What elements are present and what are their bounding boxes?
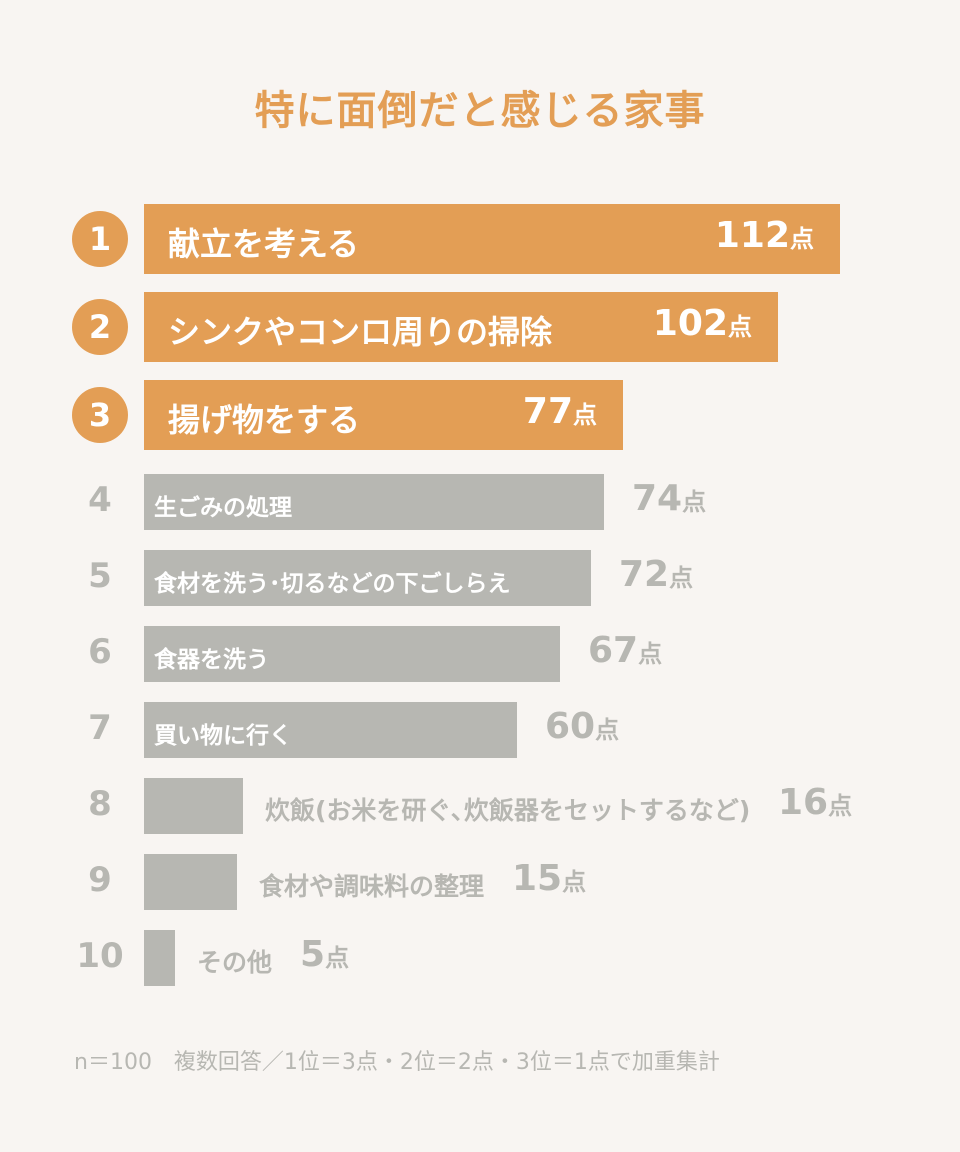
value-label: 60点	[545, 706, 619, 747]
category-label: 食材や調味料の整理	[259, 871, 485, 901]
value-number: 77	[522, 391, 573, 432]
category-label: 炊飯(お米を研ぐ､炊飯器をセットするなど)	[265, 795, 751, 825]
rank-number: 7	[88, 708, 112, 748]
bar	[144, 380, 623, 450]
value-unit: 点	[638, 640, 663, 668]
category-label: その他	[197, 947, 273, 977]
value-number: 67	[588, 630, 639, 671]
rank-number: 9	[88, 860, 112, 900]
bar	[144, 778, 243, 834]
bar	[144, 626, 560, 682]
value-label: 15点	[512, 858, 586, 899]
value-unit: 点	[669, 564, 694, 592]
rank-number: 5	[88, 556, 112, 596]
value-label: 5点	[300, 934, 349, 975]
value-label: 67点	[588, 630, 662, 671]
value-unit: 点	[728, 313, 752, 341]
bar	[144, 292, 778, 362]
value-number: 60	[545, 706, 596, 747]
value-unit: 点	[573, 401, 597, 429]
value-unit: 点	[828, 792, 853, 820]
value-number: 112	[714, 215, 790, 256]
bar	[144, 702, 517, 758]
rank-badge: 2	[72, 299, 128, 355]
value-unit: 点	[790, 225, 814, 253]
rank-number: 4	[88, 480, 112, 520]
rank-badge: 3	[72, 387, 128, 443]
rank-number: 6	[88, 632, 112, 672]
value-label: 74点	[632, 478, 706, 519]
value-number: 5	[300, 934, 326, 975]
value-label: 112点	[715, 215, 814, 256]
value-number: 74	[632, 478, 683, 519]
value-number: 16	[778, 782, 829, 823]
value-unit: 点	[562, 868, 587, 896]
bar	[144, 550, 591, 606]
category-label: 揚げ物をする	[168, 401, 361, 440]
category-label: 生ごみの処理	[154, 494, 292, 521]
value-unit: 点	[682, 488, 707, 516]
rank-badge: 1	[72, 211, 128, 267]
category-label: 買い物に行く	[154, 722, 292, 749]
value-number: 15	[512, 858, 563, 899]
value-label: 102点	[653, 303, 752, 344]
rank-number: 8	[88, 784, 112, 824]
value-unit: 点	[595, 716, 620, 744]
bar	[144, 204, 840, 274]
category-label: 食材を洗う･切るなどの下ごしらえ	[154, 570, 511, 597]
value-unit: 点	[325, 944, 350, 972]
category-label: シンクやコンロ周りの掃除	[168, 313, 553, 352]
value-label: 72点	[619, 554, 693, 595]
bar	[144, 854, 237, 910]
bar	[144, 930, 175, 986]
value-label: 77点	[523, 391, 597, 432]
bar	[144, 474, 604, 530]
value-label: 16点	[778, 782, 852, 823]
chart-title: 特に面倒だと感じる家事	[254, 88, 706, 134]
category-label: 献立を考える	[168, 225, 360, 264]
footnote: n＝100 複数回答／1位＝3点・2位＝2点・3位＝1点で加重集計	[74, 1050, 720, 1075]
rank-number: 10	[76, 936, 124, 976]
value-number: 102	[652, 303, 728, 344]
value-number: 72	[619, 554, 670, 595]
category-label: 食器を洗う	[154, 646, 269, 673]
